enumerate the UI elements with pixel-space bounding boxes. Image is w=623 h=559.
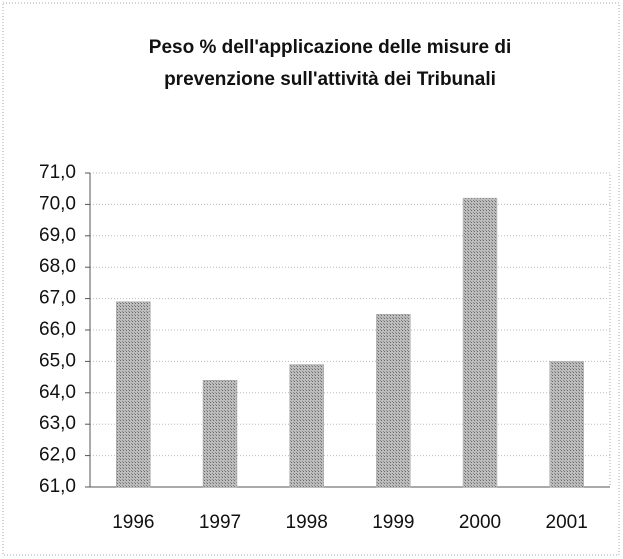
y-tick-label: 68,0: [39, 256, 76, 277]
y-tick-label: 62,0: [39, 445, 76, 466]
bar: [549, 361, 584, 488]
y-tick-label: 71,0: [39, 162, 76, 183]
y-tick-label: 67,0: [39, 288, 76, 309]
x-tick-label: 1996: [112, 512, 154, 533]
x-tick-label: 2001: [546, 512, 588, 533]
x-tick-label: 1998: [286, 512, 328, 533]
bar: [462, 197, 498, 488]
y-tick-label: 70,0: [39, 193, 76, 214]
y-tick-label: 63,0: [39, 413, 76, 434]
x-tick-label: 1997: [199, 512, 241, 533]
x-tick-label: 1999: [372, 512, 414, 533]
chart-title: prevenzione sull'attività dei Tribunali: [164, 69, 496, 90]
bar: [376, 314, 411, 488]
bar: [289, 364, 324, 488]
y-tick-label: 64,0: [39, 382, 76, 403]
bar: [116, 301, 151, 488]
y-tick-label: 66,0: [39, 319, 76, 340]
y-tick-label: 65,0: [39, 350, 76, 371]
bar: [202, 379, 238, 488]
y-tick-label: 61,0: [39, 476, 76, 497]
x-tick-label: 2000: [459, 512, 501, 533]
chart-title: Peso % dell'applicazione delle misure di: [149, 37, 511, 58]
y-tick-label: 69,0: [39, 225, 76, 246]
